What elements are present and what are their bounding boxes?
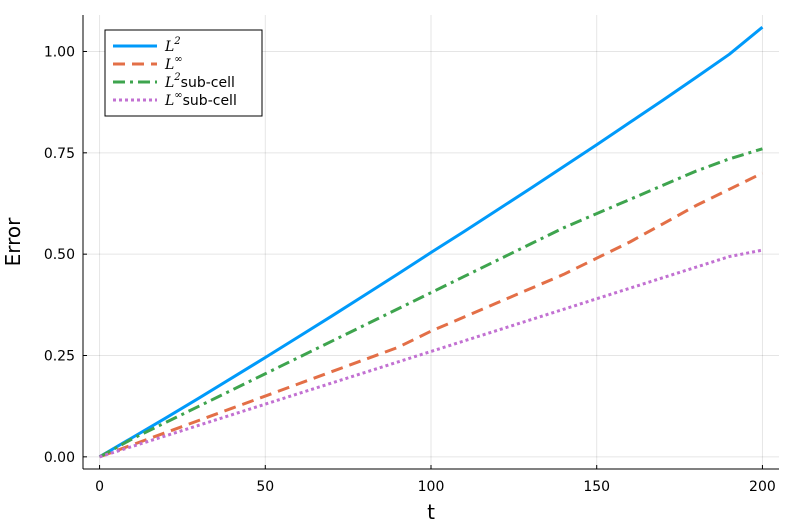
legend-label-2: L2sub-cell xyxy=(164,72,235,91)
x-tick-label: 100 xyxy=(418,479,445,495)
series-line-3 xyxy=(99,248,763,459)
y-tick-label: 0.25 xyxy=(44,349,75,365)
legend-label-1: L∞ xyxy=(164,54,183,73)
y-axis-label: Error xyxy=(1,217,25,267)
y-tick-label: 0.00 xyxy=(44,450,75,466)
x-tick-label: 0 xyxy=(95,479,104,495)
legend-box xyxy=(104,29,263,117)
series-line-2 xyxy=(98,147,763,459)
tick-labels: 0 50 100 150 200 0.00 0.25 0.50 0.75 1.00 xyxy=(44,44,776,495)
legend-label-0: L2 xyxy=(164,36,181,55)
x-tick-label: 150 xyxy=(583,479,610,495)
legend-label-3: L∞sub-cell xyxy=(164,90,237,109)
axes xyxy=(82,15,779,470)
x-axis-label: t xyxy=(427,500,435,524)
y-tick-label: 0.75 xyxy=(44,146,75,162)
grid xyxy=(83,15,779,469)
y-tick-label: 0.50 xyxy=(44,247,75,263)
x-tick-label: 50 xyxy=(256,479,274,495)
series-line-0 xyxy=(98,25,764,459)
x-tick-label: 200 xyxy=(749,479,776,495)
series-lines xyxy=(98,25,764,459)
y-tick-label: 1.00 xyxy=(44,44,75,60)
series-line-1 xyxy=(99,171,764,459)
